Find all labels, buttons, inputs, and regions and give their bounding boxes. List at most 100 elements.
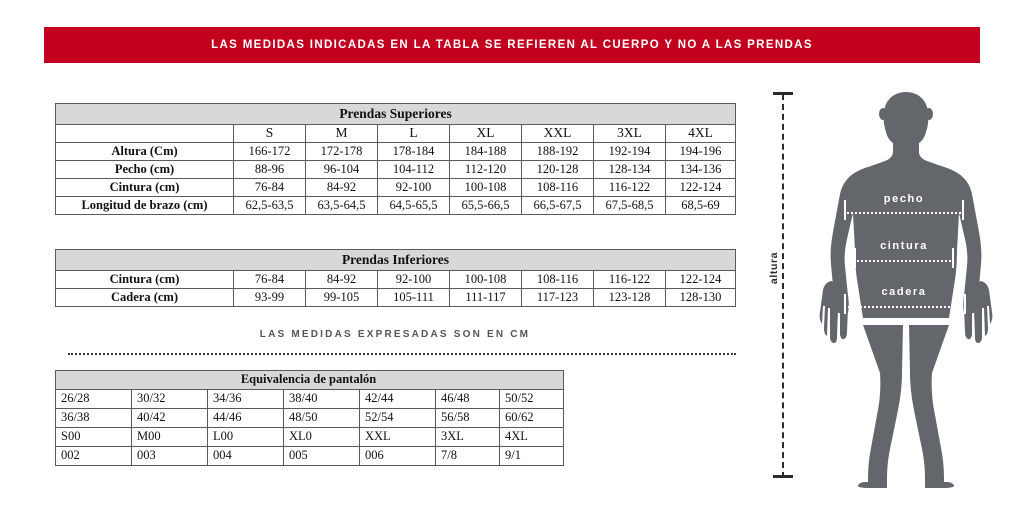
cell-pantalon-r2c2: L00 [207,427,284,447]
cell-cadera-l: 105-111 [377,288,450,307]
cell-cintura-m: 84-92 [305,178,378,197]
cell-cintura-inf-3xl: 116-122 [593,270,666,289]
row-label-cintura: Cintura (cm) [55,178,234,197]
cell-pantalon-r2c5: 3XL [435,427,500,447]
notice-banner-text: LAS MEDIDAS INDICADAS EN LA TABLA SE REF… [211,39,813,51]
ruler-cap-top-icon [773,92,793,95]
cell-pantalon-r1c2: 44/46 [207,408,284,428]
table-prendas-superiores: Prendas Superiores S M L XL XXL 3XL 4XL … [54,103,737,215]
size-header-xl: XL [449,124,522,143]
table-title-row: Prendas Superiores [54,103,737,125]
table-row: 002 003 004 005 006 7/8 9/1 [55,446,565,466]
cell-pecho-xxl: 120-128 [521,160,594,179]
ruler-cap-bottom-icon [773,475,793,478]
row-label-longitud-brazo: Longitud de brazo (cm) [55,196,234,215]
size-header-m: M [305,124,378,143]
cell-cadera-s: 93-99 [233,288,306,307]
cell-pantalon-r1c1: 40/42 [131,408,208,428]
cell-pantalon-r0c1: 30/32 [131,389,208,409]
male-body-silhouette-icon [819,92,993,488]
cell-brazo-l: 64,5-65,5 [377,196,450,215]
cell-pantalon-r3c2: 004 [207,446,284,466]
size-header-xxl: XXL [521,124,594,143]
section-divider [68,353,736,355]
table-title: Equivalencia de pantalón [54,370,565,390]
cell-pantalon-r0c3: 38/40 [283,389,360,409]
cadera-tick-left [844,294,846,314]
cell-pantalon-r0c2: 34/36 [207,389,284,409]
table-row: Pecho (cm) 88-96 96-104 104-112 112-120 … [55,160,737,179]
cell-pantalon-r2c1: M00 [131,427,208,447]
cell-brazo-3xl: 67,5-68,5 [593,196,666,215]
cell-pantalon-r0c5: 46/48 [435,389,500,409]
cell-cadera-3xl: 123-128 [593,288,666,307]
cell-pecho-3xl: 128-134 [593,160,666,179]
pecho-measure-line [844,212,964,214]
table-row: 26/28 30/32 34/36 38/40 42/44 46/48 50/5… [55,389,565,409]
cell-cintura-3xl: 116-122 [593,178,666,197]
cell-pantalon-r2c6: 4XL [498,427,565,447]
table-row: Cadera (cm) 93-99 99-105 105-111 111-117… [55,288,736,307]
measurement-label-cadera: cadera [881,286,927,298]
cell-cintura-inf-xl: 100-108 [449,270,522,289]
cell-pecho-xl: 112-120 [449,160,522,179]
cell-brazo-s: 62,5-63,5 [233,196,306,215]
cell-cintura-inf-s: 76-84 [233,270,306,289]
cadera-measure-line [844,306,966,308]
cell-altura-l: 178-184 [377,142,450,161]
ruler-dashed-line [782,94,784,478]
cell-pantalon-r3c4: 006 [359,446,436,466]
cell-cintura-inf-l: 92-100 [377,270,450,289]
cell-pantalon-r1c3: 48/50 [283,408,360,428]
table-header-row: S M L XL XXL 3XL 4XL [55,124,737,143]
cell-brazo-xl: 65,5-66,5 [449,196,522,215]
row-label-cintura-inf: Cintura (cm) [55,270,234,289]
table-row: Cintura (cm) 76-84 84-92 92-100 100-108 … [55,178,737,197]
cell-cadera-4xl: 128-130 [665,288,736,307]
cell-pantalon-r3c3: 005 [283,446,360,466]
body-silhouette-figure: pecho cintura cadera [806,88,1006,488]
cell-brazo-4xl: 68,5-69 [664,196,737,215]
cintura-measure-line [854,260,954,262]
measurement-label-cintura: cintura [880,240,928,252]
measurement-label-pecho: pecho [883,193,925,205]
pecho-tick-right [962,200,964,220]
cell-cintura-xl: 100-108 [449,178,522,197]
notice-banner: LAS MEDIDAS INDICADAS EN LA TABLA SE REF… [44,27,980,63]
cintura-tick-left [854,248,856,268]
table-title: Prendas Inferiores [55,249,736,271]
cell-cintura-l: 92-100 [377,178,450,197]
cell-pantalon-r3c1: 003 [131,446,208,466]
cell-cadera-xl: 111-117 [449,288,522,307]
cell-cadera-xxl: 117-123 [521,288,594,307]
table-row: Cintura (cm) 76-84 84-92 92-100 100-108 … [55,270,736,289]
cell-pantalon-r1c4: 52/54 [359,408,436,428]
row-label-altura: Altura (Cm) [55,142,234,161]
row-label-cadera: Cadera (cm) [55,288,234,307]
cell-cintura-inf-4xl: 122-124 [665,270,736,289]
cell-altura-s: 166-172 [233,142,306,161]
cell-pantalon-r1c0: 36/38 [55,408,132,428]
row-label-pecho: Pecho (cm) [55,160,234,179]
cell-cintura-4xl: 122-124 [664,178,737,197]
cell-pantalon-r2c0: S00 [55,427,132,447]
cell-pantalon-r2c4: XXL [359,427,436,447]
cell-cadera-m: 99-105 [305,288,378,307]
table-equivalencia-pantalon: Equivalencia de pantalón 26/28 30/32 34/… [54,370,565,466]
cell-pecho-m: 96-104 [305,160,378,179]
altura-label: altura [766,240,782,296]
cintura-tick-right [952,248,954,268]
size-header-3xl: 3XL [593,124,666,143]
cell-pantalon-r3c6: 9/1 [498,446,565,466]
table-row: S00 M00 L00 XL0 XXL 3XL 4XL [55,427,565,447]
cell-cintura-inf-m: 84-92 [305,270,378,289]
cell-pantalon-r0c6: 50/52 [498,389,565,409]
table-row: Altura (Cm) 166-172 172-178 178-184 184-… [55,142,737,161]
cell-altura-3xl: 192-194 [593,142,666,161]
corner-cell [55,124,234,143]
cell-cintura-inf-xxl: 108-116 [521,270,594,289]
cell-pantalon-r0c0: 26/28 [55,389,132,409]
table-title: Prendas Superiores [54,103,737,125]
table-row: 36/38 40/42 44/46 48/50 52/54 56/58 60/6… [55,408,565,428]
table-title-row: Equivalencia de pantalón [54,370,565,390]
